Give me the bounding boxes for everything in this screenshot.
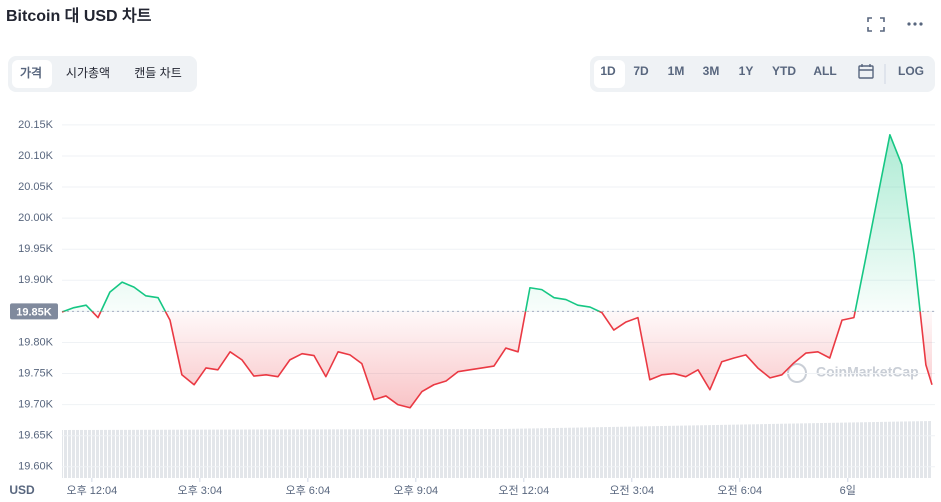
log-button[interactable]: LOG	[898, 64, 924, 78]
tab[interactable]: 가격	[20, 65, 42, 80]
y-tick-label: 19.75K	[18, 367, 54, 379]
x-tick-label: 오전 12:04	[498, 484, 549, 497]
reference-label: 19.85K	[16, 306, 52, 318]
calendar-icon[interactable]	[858, 64, 874, 79]
tab-group	[8, 56, 197, 92]
y-tick-label: 20.05K	[18, 181, 54, 193]
range-button[interactable]: 7D	[633, 64, 649, 78]
range-button[interactable]: ALL	[813, 64, 836, 78]
x-tick-label: 오후 6:04	[285, 484, 330, 497]
volume-band	[62, 421, 932, 478]
range-button[interactable]: 3M	[703, 64, 720, 78]
range-button[interactable]: YTD	[772, 64, 796, 78]
y-tick-label: 19.70K	[18, 399, 54, 411]
y-tick-label: 19.80K	[18, 336, 54, 348]
fullscreen-icon[interactable]	[867, 17, 885, 32]
title: Bitcoin 대 USD 차트	[6, 7, 152, 25]
y-tick-label: 19.95K	[18, 243, 54, 255]
area-fill	[62, 134, 932, 408]
x-tick-label: 오후 3:04	[178, 484, 223, 497]
price-line	[61, 134, 933, 409]
y-tick-label: 19.90K	[18, 274, 54, 286]
axis-unit: USD	[9, 483, 35, 497]
y-tick-label: 20.10K	[18, 150, 54, 162]
tab[interactable]: 시가총액	[66, 66, 110, 80]
range-button[interactable]: 1M	[668, 64, 685, 78]
y-tick-label: 19.60K	[18, 461, 54, 473]
range-active	[594, 60, 625, 88]
range-button[interactable]: 1D	[600, 64, 616, 78]
x-tick-label: 오전 6:04	[717, 484, 762, 497]
tab[interactable]: 캔들 차트	[134, 66, 182, 80]
x-tick-label: 오후 12:04	[66, 484, 117, 497]
watermark-logo	[787, 363, 807, 383]
more-icon[interactable]	[907, 22, 923, 26]
range-button[interactable]: 1Y	[739, 64, 754, 78]
y-tick-label: 20.15K	[18, 119, 54, 131]
y-tick-label: 20.00K	[18, 212, 54, 224]
tab-active	[12, 60, 52, 88]
x-tick-label: 6일	[840, 483, 856, 497]
x-tick-label: 오후 9:04	[393, 484, 438, 497]
watermark: CoinMarketCap	[816, 364, 919, 380]
y-tick-label: 19.65K	[18, 430, 54, 442]
x-tick-label: 오전 3:04	[609, 484, 654, 497]
reference-label-box	[10, 303, 58, 320]
range-group	[590, 56, 935, 92]
grid	[62, 124, 935, 468]
